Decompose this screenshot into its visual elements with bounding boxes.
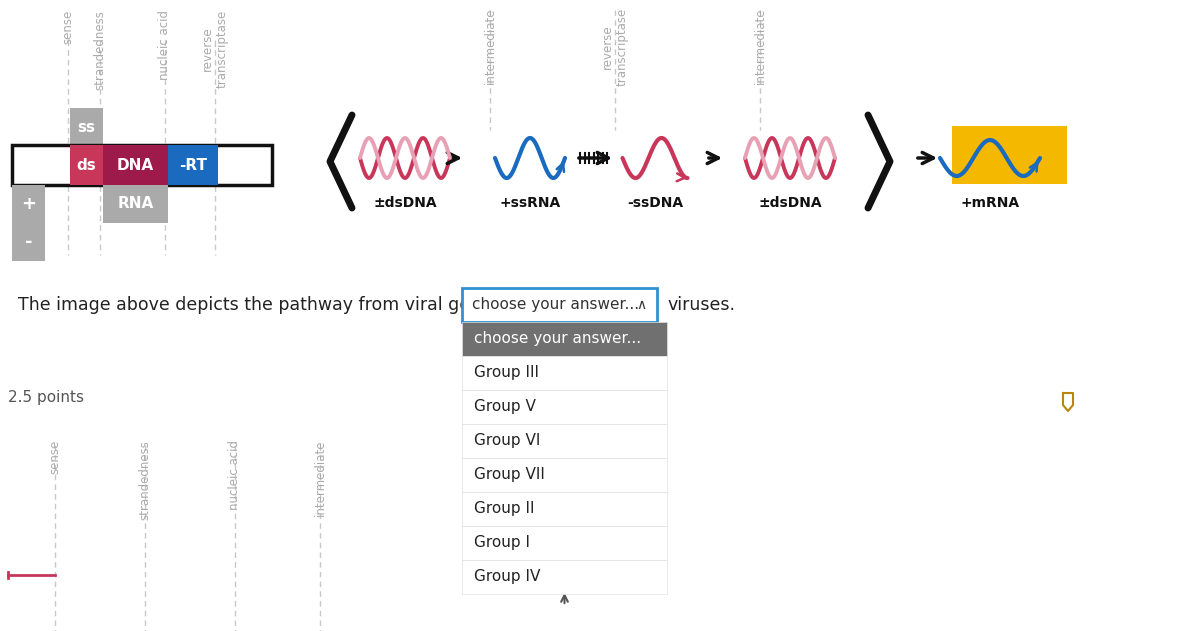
Text: Group V: Group V: [474, 399, 536, 415]
Bar: [462, 492, 667, 526]
Text: ∧: ∧: [636, 298, 646, 312]
Text: nucleic acid: nucleic acid: [228, 440, 241, 510]
Text: viruses.: viruses.: [667, 296, 734, 314]
Text: choose your answer...: choose your answer...: [472, 297, 640, 312]
Text: +mRNA: +mRNA: [960, 196, 1020, 210]
Text: intermediate: intermediate: [313, 440, 326, 517]
Text: sense: sense: [48, 440, 61, 475]
Text: DNA: DNA: [116, 158, 154, 172]
Bar: [462, 322, 667, 356]
Text: ss: ss: [78, 119, 96, 134]
Text: -ssDNA: -ssDNA: [626, 196, 683, 210]
Text: ds: ds: [77, 158, 96, 172]
Bar: [70, 145, 103, 185]
Bar: [462, 356, 667, 390]
Text: sense: sense: [61, 10, 74, 44]
Bar: [12, 145, 272, 185]
Text: RNA: RNA: [118, 196, 154, 211]
Text: Group II: Group II: [474, 502, 534, 517]
Bar: [462, 526, 667, 560]
Bar: [462, 560, 667, 594]
Text: +: +: [22, 195, 36, 213]
Text: The image above depicts the pathway from viral genome to mRNA for: The image above depicts the pathway from…: [18, 296, 632, 314]
Text: strandedness: strandedness: [138, 440, 151, 520]
Bar: [462, 424, 667, 458]
Text: reverse
transcriptase: reverse transcriptase: [601, 8, 629, 86]
Text: Group VII: Group VII: [474, 468, 545, 483]
Text: -: -: [25, 233, 32, 251]
Text: intermediate: intermediate: [754, 8, 767, 85]
Text: Group VI: Group VI: [474, 433, 540, 449]
Text: +ssRNA: +ssRNA: [499, 196, 560, 210]
Text: nucleic acid: nucleic acid: [158, 10, 172, 80]
Text: reverse
transcriptase: reverse transcriptase: [202, 10, 229, 88]
Text: Group I: Group I: [474, 536, 530, 550]
Text: strandedness: strandedness: [94, 10, 107, 90]
Text: -RT: -RT: [179, 158, 208, 172]
Bar: [462, 288, 658, 322]
Bar: [168, 145, 218, 185]
Bar: [12, 185, 46, 223]
Text: Group III: Group III: [474, 365, 539, 380]
Text: choose your answer...: choose your answer...: [474, 331, 641, 346]
Text: ±dsDNA: ±dsDNA: [373, 196, 437, 210]
Bar: [952, 126, 1067, 184]
Bar: [12, 223, 46, 261]
Bar: [462, 458, 667, 492]
Text: Group IV: Group IV: [474, 570, 540, 584]
Bar: [462, 390, 667, 424]
Bar: [103, 185, 168, 223]
Bar: [103, 145, 168, 185]
Bar: [70, 108, 103, 146]
Text: ±dsDNA: ±dsDNA: [758, 196, 822, 210]
Text: 2.5 points: 2.5 points: [8, 390, 84, 405]
Text: intermediate: intermediate: [484, 8, 497, 85]
